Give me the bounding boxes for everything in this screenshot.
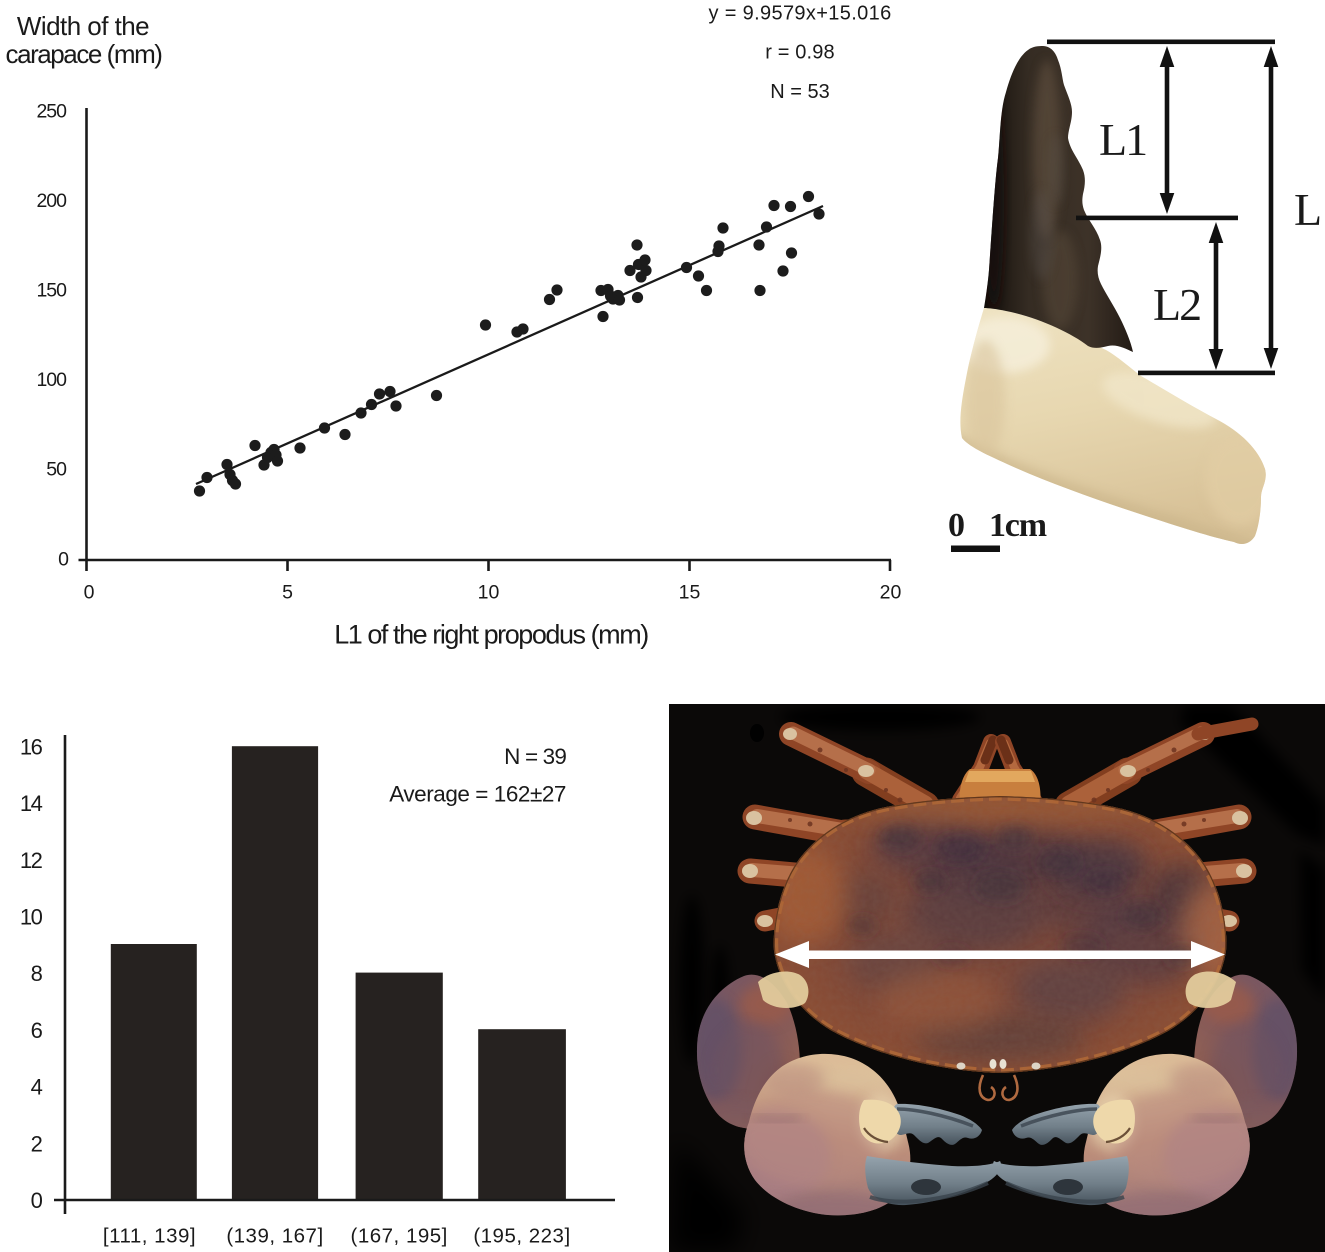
svg-text:(167, 195]: (167, 195] <box>351 1225 448 1248</box>
svg-text:(139, 167]: (139, 167] <box>226 1225 323 1248</box>
svg-text:(195, 223]: (195, 223] <box>473 1225 570 1248</box>
svg-text:carapace (mm): carapace (mm) <box>6 39 163 69</box>
svg-text:250: 250 <box>36 101 67 123</box>
svg-text:10: 10 <box>478 581 500 603</box>
svg-text:Average = 162±27: Average = 162±27 <box>389 782 566 807</box>
svg-text:100: 100 <box>36 369 67 391</box>
svg-text:10: 10 <box>20 905 43 930</box>
svg-text:L1: L1 <box>1099 114 1146 165</box>
svg-text:[111, 139]: [111, 139] <box>103 1225 196 1248</box>
svg-text:0: 0 <box>84 581 95 603</box>
svg-text:L2: L2 <box>1153 279 1200 330</box>
svg-text:20: 20 <box>880 581 902 603</box>
svg-text:0: 0 <box>31 1188 43 1213</box>
svg-text:14: 14 <box>20 791 43 816</box>
svg-text:16: 16 <box>20 734 43 759</box>
svg-text:0: 0 <box>948 507 965 544</box>
svg-text:4: 4 <box>31 1075 43 1100</box>
svg-text:15: 15 <box>679 581 701 603</box>
svg-text:6: 6 <box>31 1018 43 1043</box>
svg-text:0: 0 <box>58 549 69 571</box>
svg-text:200: 200 <box>36 190 67 212</box>
svg-text:5: 5 <box>282 581 293 603</box>
svg-text:Width of the: Width of the <box>17 11 149 41</box>
svg-text:L1 of the right propodus (mm): L1 of the right propodus (mm) <box>334 620 648 650</box>
svg-text:1cm: 1cm <box>989 507 1047 544</box>
svg-text:12: 12 <box>20 848 43 873</box>
svg-text:y = 9.9579x+15.016: y = 9.9579x+15.016 <box>708 3 891 25</box>
svg-text:N = 53: N = 53 <box>770 81 829 103</box>
svg-text:N = 39: N = 39 <box>504 744 566 769</box>
svg-text:L: L <box>1294 184 1322 235</box>
svg-text:r = 0.98: r = 0.98 <box>765 42 835 64</box>
svg-text:8: 8 <box>31 961 43 986</box>
svg-text:150: 150 <box>36 280 67 302</box>
svg-text:2: 2 <box>31 1131 43 1156</box>
svg-text:50: 50 <box>46 459 67 481</box>
